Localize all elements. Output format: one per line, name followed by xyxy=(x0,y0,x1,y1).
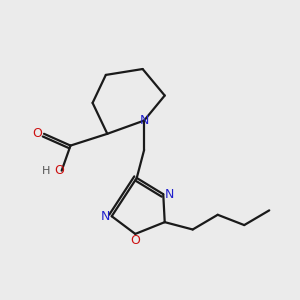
Text: O: O xyxy=(54,164,64,177)
Text: O: O xyxy=(130,234,140,247)
Text: O: O xyxy=(33,127,43,140)
Text: H: H xyxy=(42,166,50,176)
Text: N: N xyxy=(140,114,149,127)
Text: N: N xyxy=(100,210,110,223)
Text: N: N xyxy=(165,188,174,201)
